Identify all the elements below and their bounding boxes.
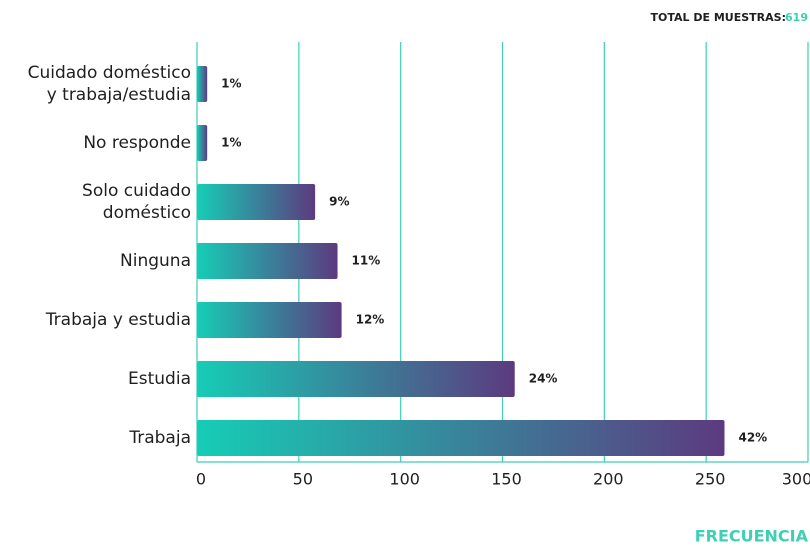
bar — [197, 420, 725, 456]
x-tick-label: 150 — [491, 470, 522, 489]
bar — [197, 184, 316, 220]
value-label: 12% — [356, 313, 385, 327]
y-tick-label: Solo cuidado doméstico — [82, 181, 191, 223]
y-tick-label: Ninguna — [120, 251, 191, 271]
x-tick-label: 100 — [389, 470, 420, 489]
x-tick-label: 200 — [593, 470, 624, 489]
bar — [197, 302, 342, 338]
value-label: 1% — [221, 136, 241, 150]
value-label: 42% — [738, 431, 767, 445]
y-tick-label: Trabaja y estudia — [45, 310, 191, 330]
y-tick-label: No responde — [83, 133, 191, 153]
value-label: 11% — [352, 254, 381, 268]
x-axis-label: FRECUENCIA — [695, 527, 809, 546]
total-label: TOTAL DE MUESTRAS: — [651, 11, 786, 24]
value-label: 1% — [221, 77, 241, 91]
total: 619 — [785, 11, 808, 24]
x-tick-label: 250 — [695, 470, 726, 489]
x-tick-label: 300 — [782, 470, 810, 489]
bar — [197, 66, 208, 102]
y-tick-label: Cuidado doméstico y trabaja/estudia — [27, 63, 191, 105]
bar — [197, 125, 208, 161]
bar — [197, 243, 338, 279]
y-tick-label: Trabaja — [129, 428, 191, 448]
bar — [197, 361, 515, 397]
x-tick-label: 50 — [293, 470, 313, 489]
value-label: 9% — [329, 195, 349, 209]
value-label: 24% — [529, 372, 558, 386]
y-tick-label: Estudia — [128, 369, 191, 389]
x-tick-label: 0 — [196, 470, 206, 489]
